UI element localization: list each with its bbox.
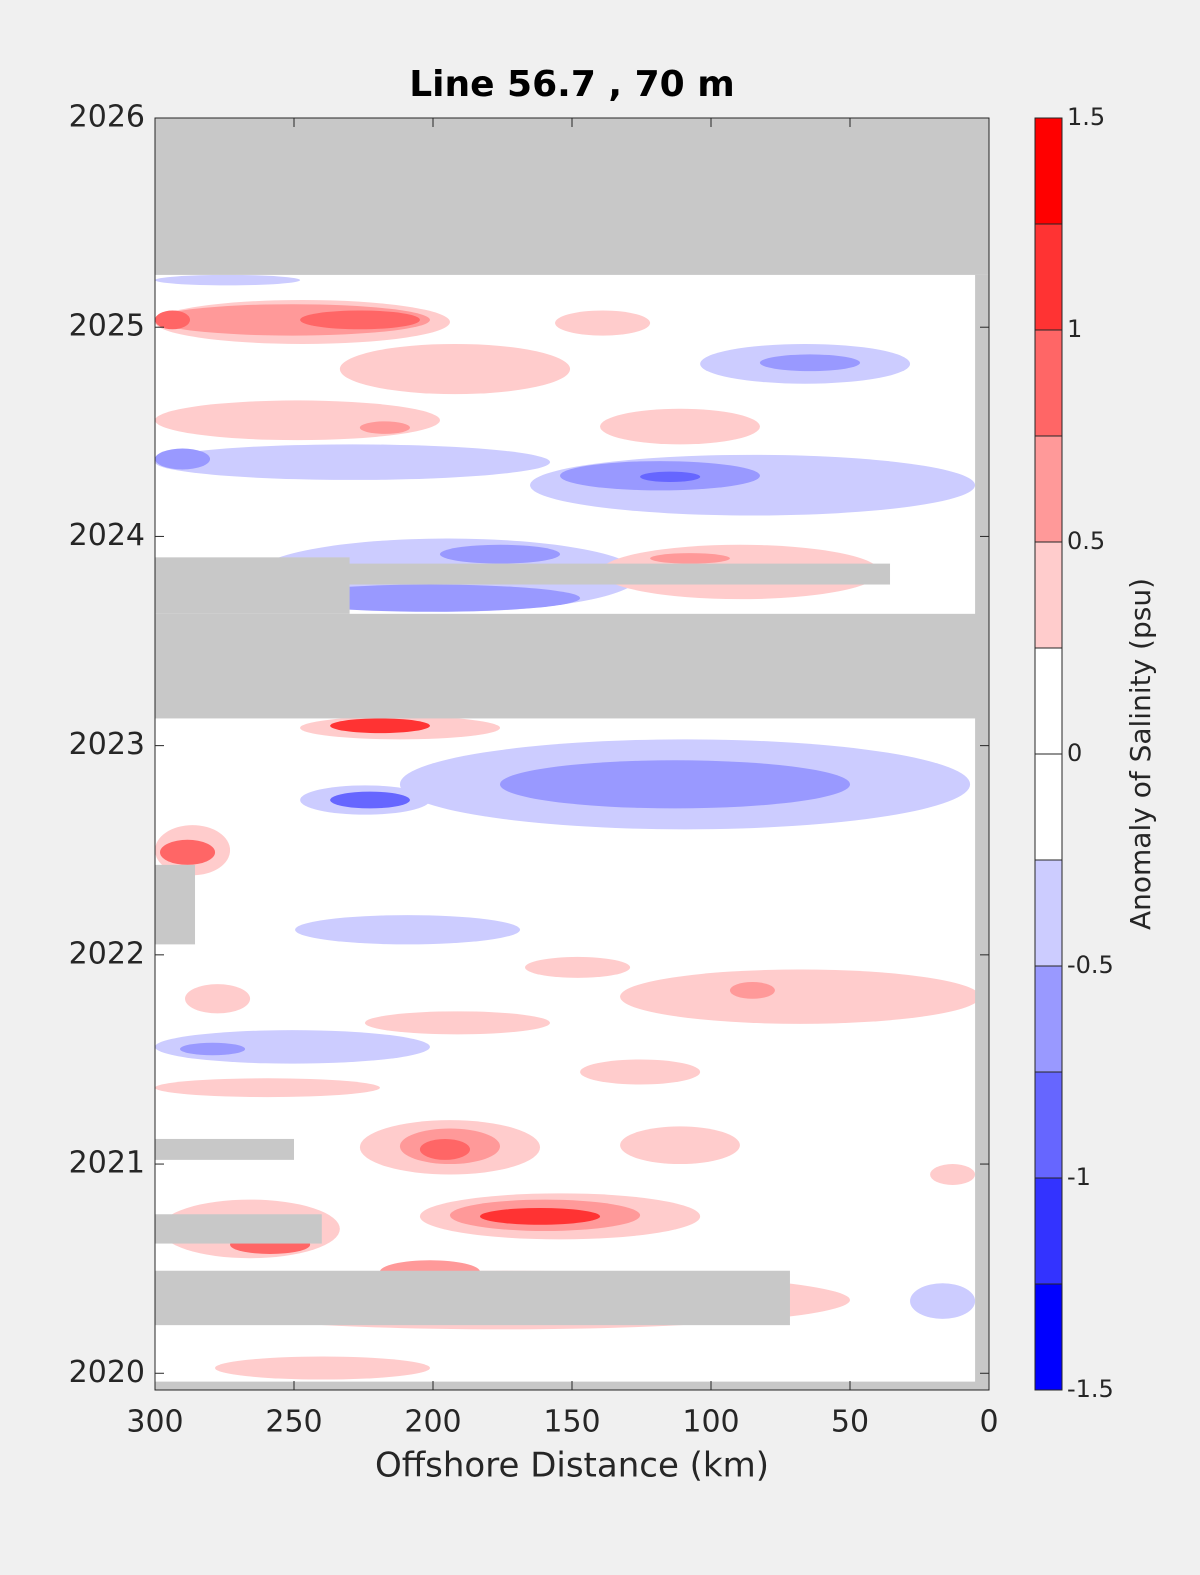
contour-patch bbox=[155, 400, 440, 441]
contour-patch bbox=[580, 1059, 701, 1085]
contour-patch bbox=[155, 444, 551, 480]
contour-patch bbox=[650, 553, 730, 564]
contour-patch bbox=[364, 1011, 551, 1035]
colorbar-segment bbox=[1035, 754, 1062, 860]
missing-data bbox=[155, 1214, 322, 1244]
colorbar-segment bbox=[1035, 118, 1062, 224]
colorbar-segment bbox=[1035, 542, 1062, 648]
x-tick-label: 100 bbox=[682, 1405, 739, 1440]
contour-patch bbox=[479, 1207, 601, 1225]
contour-patch bbox=[155, 448, 211, 470]
colorbar-tick-label: 0 bbox=[1067, 739, 1082, 767]
contour-patch bbox=[359, 421, 410, 434]
contour-patch bbox=[330, 718, 430, 734]
colorbar-tick-label: 1 bbox=[1067, 315, 1082, 343]
missing-data bbox=[975, 274, 989, 1390]
colorbar-tick-label: 1.5 bbox=[1067, 103, 1105, 131]
contour-patch bbox=[339, 343, 571, 395]
colorbar-tick-label: -1 bbox=[1067, 1163, 1091, 1191]
x-axis-label: Offshore Distance (km) bbox=[375, 1446, 769, 1486]
contour-patch bbox=[300, 310, 420, 330]
x-tick-label: 50 bbox=[831, 1405, 869, 1440]
contour-patch bbox=[419, 1138, 470, 1160]
colorbar-segment bbox=[1035, 860, 1062, 966]
missing-data bbox=[155, 557, 350, 614]
contour-patch bbox=[499, 760, 850, 809]
colorbar-segment bbox=[1035, 966, 1062, 1072]
missing-data bbox=[155, 1138, 294, 1160]
contour-patch bbox=[555, 310, 651, 336]
missing-data bbox=[339, 563, 891, 585]
contour-patch bbox=[930, 1164, 976, 1185]
x-tick-label: 150 bbox=[543, 1405, 600, 1440]
colorbar-segment bbox=[1035, 648, 1062, 754]
contour-patch bbox=[160, 839, 216, 865]
colorbar-label: Anomaly of Salinity (psu) bbox=[1124, 578, 1157, 930]
contour-patch bbox=[295, 915, 521, 945]
y-tick-label: 2026 bbox=[69, 100, 145, 135]
y-tick-label: 2020 bbox=[69, 1355, 145, 1390]
x-tick-label: 200 bbox=[404, 1405, 461, 1440]
colorbar-tick-label: -0.5 bbox=[1067, 951, 1114, 979]
colorbar-segment bbox=[1035, 1072, 1062, 1178]
contour-patch bbox=[620, 969, 981, 1024]
contour-patch bbox=[155, 1078, 380, 1098]
chart-title: Line 56.7 , 70 m bbox=[409, 64, 735, 105]
contour-patch bbox=[155, 310, 191, 330]
colorbar-segment bbox=[1035, 436, 1062, 542]
contour-patch bbox=[620, 1126, 740, 1165]
colorbar-segment bbox=[1035, 330, 1062, 436]
contour-patch bbox=[600, 408, 760, 445]
colorbar-tick-label: -1.5 bbox=[1067, 1375, 1114, 1403]
contour-patch bbox=[439, 544, 561, 564]
missing-data bbox=[155, 118, 989, 275]
contour-patch bbox=[280, 584, 581, 612]
contour-patch bbox=[759, 354, 861, 372]
colorbar-segment bbox=[1035, 1178, 1062, 1284]
contour-patch bbox=[180, 1042, 246, 1056]
contour-patch bbox=[185, 984, 251, 1014]
x-tick-label: 300 bbox=[126, 1405, 183, 1440]
contour-patch bbox=[330, 791, 410, 809]
colorbar-segment bbox=[1035, 1284, 1062, 1390]
missing-data bbox=[155, 1270, 790, 1326]
contour-patch bbox=[155, 1030, 430, 1064]
missing-data bbox=[155, 613, 989, 719]
contour-patch bbox=[155, 274, 301, 286]
y-tick-label: 2023 bbox=[69, 727, 145, 762]
colorbar-tick-label: 0.5 bbox=[1067, 527, 1105, 555]
y-tick-label: 2022 bbox=[69, 936, 145, 971]
contour-patch bbox=[525, 956, 631, 978]
y-tick-label: 2024 bbox=[69, 518, 145, 553]
contour-patch bbox=[729, 982, 775, 999]
colorbar-frame bbox=[1034, 117, 1063, 1391]
colorbar-segment bbox=[1035, 224, 1062, 330]
y-tick-label: 2025 bbox=[69, 309, 145, 344]
x-tick-label: 250 bbox=[265, 1405, 322, 1440]
y-tick-label: 2021 bbox=[69, 1146, 145, 1181]
contour-patch bbox=[910, 1283, 976, 1319]
contour-patch bbox=[640, 471, 701, 483]
contour-patch bbox=[215, 1356, 430, 1380]
x-tick-label: 0 bbox=[979, 1405, 998, 1440]
missing-data bbox=[155, 864, 196, 945]
